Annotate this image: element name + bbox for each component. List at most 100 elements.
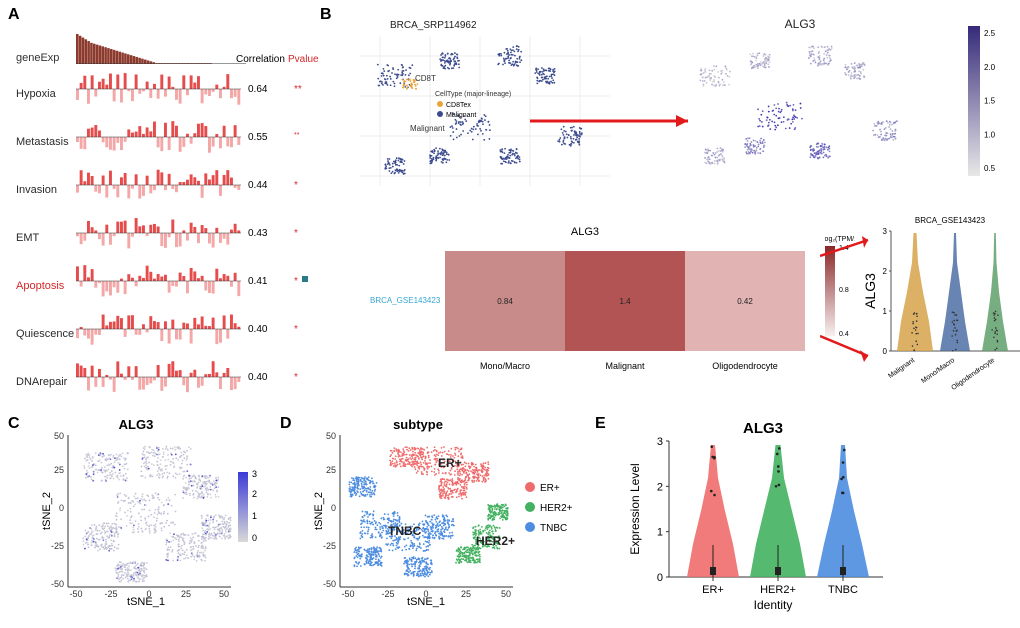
panel-a-row: EMT 0.43 * xyxy=(16,210,308,258)
b-violin: BRCA_GSE143423 0123 ALG3 MalignantMono/M… xyxy=(865,211,1020,391)
svg-text:-50: -50 xyxy=(69,589,82,599)
svg-text:2: 2 xyxy=(883,267,888,276)
svg-text:-50: -50 xyxy=(341,589,354,599)
row-label: Metastasis xyxy=(16,136,69,148)
svg-text:-25: -25 xyxy=(381,589,394,599)
panel-a-row: Hypoxia0.64** xyxy=(16,66,308,114)
row-pval: ** xyxy=(294,132,299,139)
b-legend-mal: Malignant xyxy=(446,112,476,119)
b-heat-title: ALG3 xyxy=(571,226,599,238)
svg-text:-50: -50 xyxy=(51,579,64,589)
row-label: DNArepair xyxy=(16,376,67,388)
svg-text:1.0: 1.0 xyxy=(984,130,996,139)
row-corr: 0.55 xyxy=(248,132,267,143)
e-violin: ALG3 Expression Level Identity 0123 ER+H… xyxy=(623,417,923,617)
b-arrow-1 xyxy=(530,106,700,136)
row-bars xyxy=(76,68,241,110)
svg-text:Oligodendrocyte: Oligodendrocyte xyxy=(712,361,778,371)
svg-text:0: 0 xyxy=(423,589,428,599)
e-xlabel: Identity xyxy=(754,598,793,612)
svg-text:25: 25 xyxy=(326,465,336,475)
b-violin-title: BRCA_GSE143423 xyxy=(915,216,986,225)
d-ylabel: tSNE_2 xyxy=(313,492,325,530)
c-title: ALG3 xyxy=(119,417,154,432)
header-corr: Correlation xyxy=(236,54,285,65)
row-pval: * xyxy=(294,372,298,383)
svg-text:3: 3 xyxy=(883,227,888,236)
panel-c-label: C xyxy=(8,415,20,433)
d-leg-tnbc: TNBC xyxy=(540,523,567,534)
b-heat-rowlabel: BRCA_GSE143423 xyxy=(370,296,441,305)
svg-text:0: 0 xyxy=(883,347,888,356)
row-pval: * xyxy=(294,228,298,239)
panel-a-row: Invasion 0.44 * xyxy=(16,162,308,210)
b-arrow-2 xyxy=(820,236,880,276)
panel-d-label: D xyxy=(280,415,292,433)
svg-text:-25: -25 xyxy=(323,541,336,551)
svg-text:0: 0 xyxy=(252,533,257,543)
svg-text:Mono/Macro: Mono/Macro xyxy=(480,361,530,371)
row-corr: 0.41 xyxy=(248,276,267,287)
panel-b-label: B xyxy=(320,6,332,24)
e-ylabel: Expression Level xyxy=(628,463,642,554)
svg-text:0: 0 xyxy=(59,503,64,513)
svg-text:0: 0 xyxy=(146,589,151,599)
geneexp-barchart xyxy=(76,28,246,64)
svg-text:1.4: 1.4 xyxy=(619,297,631,306)
svg-text:25: 25 xyxy=(54,465,64,475)
svg-text:2.5: 2.5 xyxy=(984,29,996,38)
svg-text:1: 1 xyxy=(883,307,888,316)
row-pval: * xyxy=(294,276,298,287)
row-label: EMT xyxy=(16,232,39,244)
row-corr: 0.43 xyxy=(248,228,267,239)
panel-a-row: Apoptosis 0.41 * xyxy=(16,258,308,306)
row-label: Quiescence xyxy=(16,328,74,340)
row-pval: * xyxy=(294,180,298,191)
svg-text:2.0: 2.0 xyxy=(984,63,996,72)
row-pval: * xyxy=(294,324,298,335)
b-colorbar: 0.51.01.52.02.5 xyxy=(968,26,1008,176)
svg-text:0: 0 xyxy=(331,503,336,513)
svg-text:-50: -50 xyxy=(323,579,336,589)
b-left-title: BRCA_SRP114962 xyxy=(390,20,477,31)
svg-text:2: 2 xyxy=(252,489,257,499)
svg-text:CD8T: CD8T xyxy=(415,74,436,83)
b-arrow-3 xyxy=(820,326,880,366)
row-bars xyxy=(76,164,241,206)
svg-text:50: 50 xyxy=(501,589,511,599)
row-bars xyxy=(76,260,241,302)
svg-text:1: 1 xyxy=(252,511,257,521)
row-corr: 0.44 xyxy=(248,180,267,191)
svg-text:50: 50 xyxy=(54,431,64,441)
svg-text:3: 3 xyxy=(252,469,257,479)
teal-square xyxy=(302,276,308,282)
d-leg-her2: HER2+ xyxy=(540,503,573,514)
panel-a-row: Metastasis 0.55 ** xyxy=(16,114,308,162)
row-label: Apoptosis xyxy=(16,280,64,292)
svg-text:50: 50 xyxy=(326,431,336,441)
row-bars xyxy=(76,212,241,254)
row-pval: ** xyxy=(294,84,302,95)
b-right-tsne: ALG3 xyxy=(660,16,960,196)
header-pval: Pvalue xyxy=(288,54,319,65)
row-bars xyxy=(76,308,241,350)
row-corr: 0.40 xyxy=(248,324,267,335)
d-tsne: subtype tSNE_2 tSNE_1 -50-2502550 -50-25… xyxy=(308,417,578,617)
b-heatmap: ALG3 BRCA_GSE143423 0.841.40.42 Mono/Mac… xyxy=(355,221,815,391)
row-bars xyxy=(76,116,241,158)
svg-text:Oligodendrocyte: Oligodendrocyte xyxy=(950,357,996,391)
b-legend-title: CellType (major-lineage) xyxy=(435,91,511,98)
b-violin-ylabel: ALG3 xyxy=(865,273,878,309)
c-ylabel: tSNE_2 xyxy=(41,492,53,530)
svg-text:Malignant: Malignant xyxy=(887,357,916,380)
svg-text:50: 50 xyxy=(219,589,229,599)
svg-text:-25: -25 xyxy=(51,541,64,551)
svg-text:0.84: 0.84 xyxy=(497,297,513,306)
b-legend-cd8: CD8Tex xyxy=(446,102,471,109)
svg-text:0.5: 0.5 xyxy=(984,164,996,173)
e-title: ALG3 xyxy=(743,420,783,437)
svg-text:25: 25 xyxy=(461,589,471,599)
row-label: Invasion xyxy=(16,184,57,196)
row-bars xyxy=(76,356,241,398)
d-leg-er: ER+ xyxy=(540,483,560,494)
